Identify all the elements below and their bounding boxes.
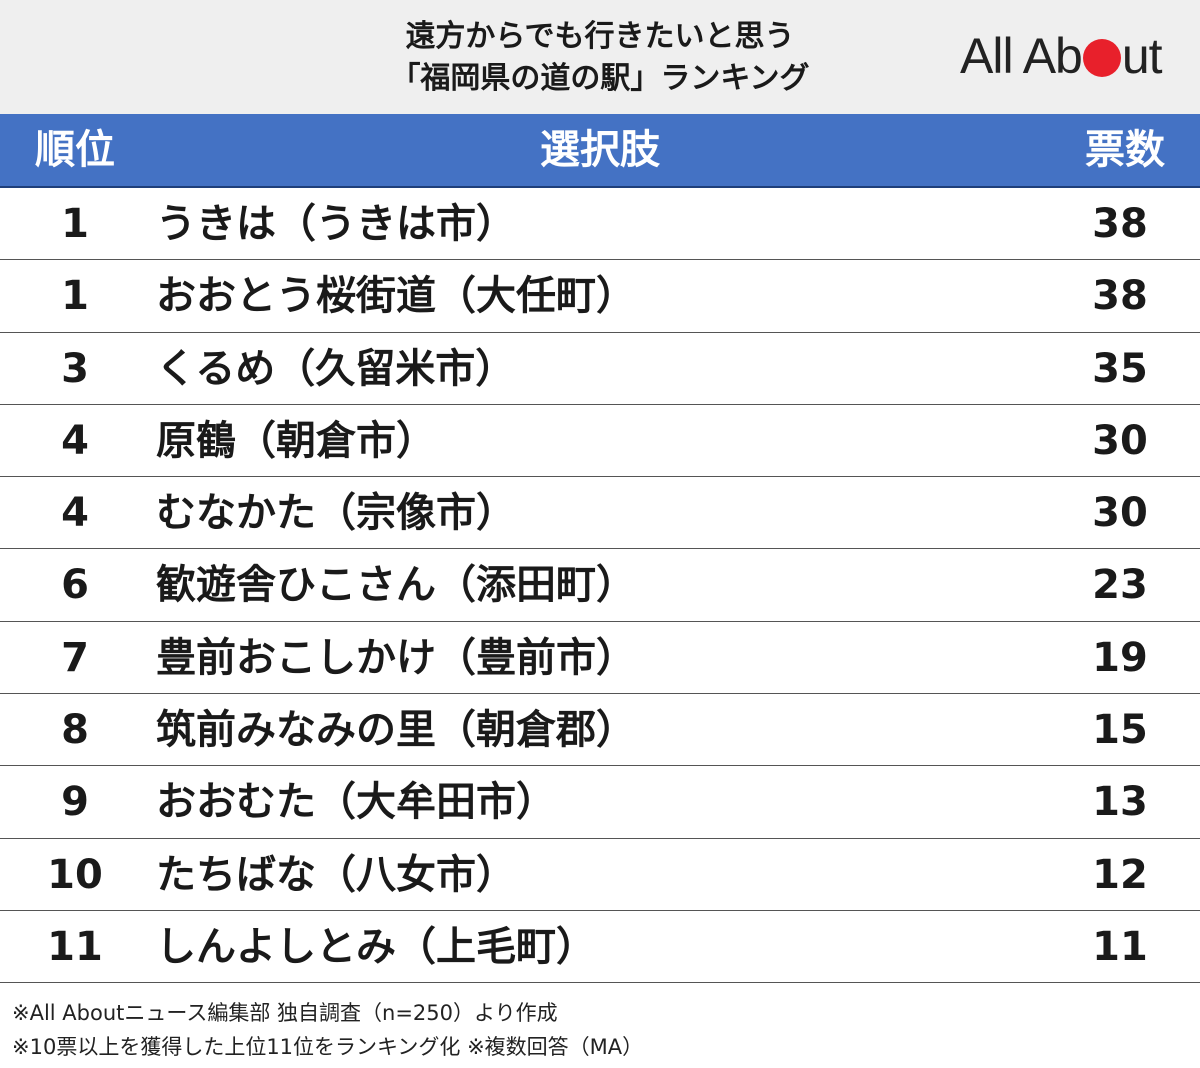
logo-text-after: ut — [1121, 28, 1163, 84]
logo-dot-icon — [1082, 39, 1121, 77]
name-cell: 筑前みなみの里（朝倉郡） — [156, 707, 636, 754]
table-row: 10 たちばな（八女市） 12 — [0, 839, 1200, 911]
title-header: 遠方からでも行きたいと思う 「福岡県の道の駅」ランキング All Ab ut — [0, 0, 1200, 114]
rank-cell: 1 — [61, 201, 89, 247]
name-cell: しんよしとみ（上毛町） — [156, 923, 596, 970]
name-cell: 歓遊舎ひこさん（添田町） — [156, 562, 636, 609]
table-header: 順位 選択肢 票数 — [0, 114, 1200, 188]
votes-cell: 30 — [1092, 490, 1148, 537]
table-row: 8 筑前みなみの里（朝倉郡） 15 — [0, 694, 1200, 767]
rank-cell: 10 — [47, 851, 103, 898]
votes-cell: 38 — [1092, 273, 1148, 320]
footer-notes: ※All Aboutニュース編集部 独自調査（n=250）より作成 ※10票以上… — [12, 996, 1192, 1064]
rank-cell: 7 — [61, 634, 89, 681]
table-row: 11 しんよしとみ（上毛町） 11 — [0, 911, 1200, 984]
table-row: 1 おおとう桜街道（大任町） 38 — [0, 260, 1200, 333]
votes-cell: 23 — [1092, 562, 1148, 609]
name-cell: うきは（うきは市） — [156, 201, 516, 247]
name-cell: くるめ（久留米市） — [156, 345, 516, 392]
rank-cell: 3 — [61, 345, 89, 392]
header-votes: 票数 — [1085, 127, 1165, 173]
name-cell: おおむた（大牟田市） — [156, 779, 556, 826]
votes-cell: 15 — [1092, 707, 1148, 754]
footer-note-2: ※10票以上を獲得した上位11位をランキング化 ※複数回答（MA） — [12, 1035, 644, 1059]
name-cell: おおとう桜街道（大任町） — [156, 273, 636, 320]
footer-note-1: ※All Aboutニュース編集部 独自調査（n=250）より作成 — [12, 1001, 558, 1025]
table-row: 1 うきは（うきは市） 38 — [0, 188, 1200, 261]
rank-cell: 11 — [47, 923, 103, 970]
all-about-logo: All Ab ut — [960, 26, 1185, 86]
rank-cell: 8 — [61, 707, 89, 754]
votes-cell: 35 — [1092, 345, 1148, 392]
name-cell: 原鶴（朝倉市） — [156, 417, 436, 464]
chart-title: 遠方からでも行きたいと思う 「福岡県の道の駅」ランキング — [300, 16, 900, 100]
votes-cell: 12 — [1092, 851, 1148, 898]
table-row: 9 おおむた（大牟田市） 13 — [0, 766, 1200, 839]
votes-cell: 30 — [1092, 417, 1148, 464]
name-cell: たちばな（八女市） — [156, 851, 516, 898]
name-cell: 豊前おこしかけ（豊前市） — [156, 634, 636, 681]
ranking-table-body: 1 うきは（うきは市） 38 1 おおとう桜街道（大任町） 38 3 くるめ（久留米市） 35 4… — [0, 188, 1200, 984]
rank-cell: 9 — [61, 779, 89, 826]
table-row: 3 くるめ（久留米市） 35 — [0, 333, 1200, 405]
rank-cell: 1 — [61, 273, 89, 320]
rank-cell: 6 — [61, 562, 89, 609]
logo-text-before: All Ab — [960, 28, 1083, 84]
table-row: 4 原鶴（朝倉市） 30 — [0, 405, 1200, 478]
votes-cell: 13 — [1092, 779, 1148, 826]
title-line-2: 「福岡県の道の駅」ランキング — [390, 61, 810, 96]
votes-cell: 11 — [1092, 923, 1148, 970]
name-cell: むなかた（宗像市） — [156, 490, 516, 537]
table-row: 7 豊前おこしかけ（豊前市） 19 — [0, 622, 1200, 695]
header-choice: 選択肢 — [540, 127, 660, 173]
rank-cell: 4 — [61, 490, 89, 537]
votes-cell: 38 — [1092, 201, 1148, 247]
title-line-1: 遠方からでも行きたいと思う — [405, 19, 795, 54]
rank-cell: 4 — [61, 417, 89, 464]
table-row: 6 歓遊舎ひこさん（添田町） 23 — [0, 549, 1200, 622]
table-row: 4 むなかた（宗像市） 30 — [0, 477, 1200, 550]
votes-cell: 19 — [1092, 634, 1148, 681]
header-rank: 順位 — [35, 127, 115, 173]
